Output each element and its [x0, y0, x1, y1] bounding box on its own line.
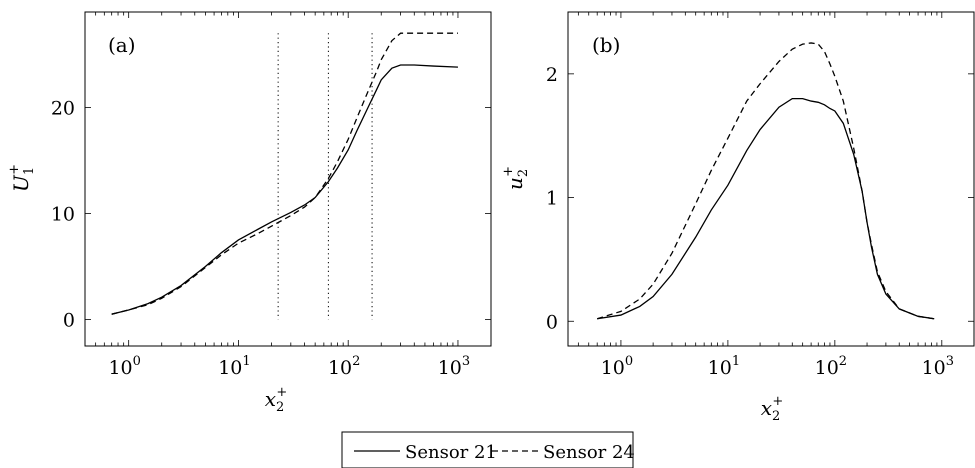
- legend-box: [341, 431, 634, 468]
- series-sensor-24-line: [111, 32, 458, 315]
- y-tick-label: 0: [546, 311, 558, 333]
- y-tick-label: 10: [51, 203, 75, 225]
- panel-a: 100 101 102 103 0 10 20 (a) x2+ U1+: [7, 11, 492, 415]
- panel-a-x-axis-label: x2+: [265, 385, 287, 415]
- panel-b-x-axis-label: x2+: [761, 394, 783, 424]
- panel-a-x-tick-labels: 100 101 102 103: [108, 354, 470, 379]
- x-tick-label: 101: [218, 354, 250, 379]
- y-tick-label: 2: [546, 64, 558, 86]
- x-tick-label: 100: [601, 354, 633, 379]
- y-tick-label: 1: [546, 188, 558, 210]
- panel-a-ticks: [84, 12, 492, 346]
- panel-b-label: (b): [592, 33, 620, 57]
- panel-a-curves: [111, 32, 458, 315]
- x-tick-label: 102: [815, 354, 847, 379]
- y-tick-label: 0: [63, 309, 75, 331]
- x-tick-label: 103: [922, 354, 954, 379]
- panel-b-x-tick-labels: 100 101 102 103: [601, 354, 954, 379]
- x-tick-label: 102: [328, 354, 360, 379]
- series-sensor-24-line: [597, 42, 935, 320]
- x-tick-label: 100: [108, 354, 140, 379]
- panel-a-label: (a): [108, 33, 136, 57]
- legend: Sensor 21 Sensor 24: [341, 431, 635, 468]
- x-tick-label: 101: [708, 354, 740, 379]
- panel-b: 100 101 102 103 0 1 2 (b) x2+ u2+: [501, 11, 975, 424]
- panel-a-frame: [84, 11, 492, 347]
- panel-b-curves: [597, 42, 935, 320]
- panel-a-vertical-markers: [277, 33, 373, 320]
- panel-a-y-tick-labels: 0 10 20: [51, 97, 75, 331]
- legend-entry-sensor-21: Sensor 21: [405, 442, 497, 463]
- panel-a-y-axis-label: U1+: [7, 164, 37, 192]
- panel-b-y-axis-label: u2+: [501, 166, 531, 190]
- panel-b-ticks: [568, 12, 975, 346]
- panel-b-frame: [567, 11, 975, 347]
- x-tick-label: 103: [438, 354, 470, 379]
- y-tick-label: 20: [51, 97, 75, 119]
- panel-b-y-tick-labels: 0 1 2: [546, 64, 558, 333]
- series-sensor-21-line: [111, 64, 458, 315]
- legend-entry-sensor-24: Sensor 24: [543, 442, 635, 463]
